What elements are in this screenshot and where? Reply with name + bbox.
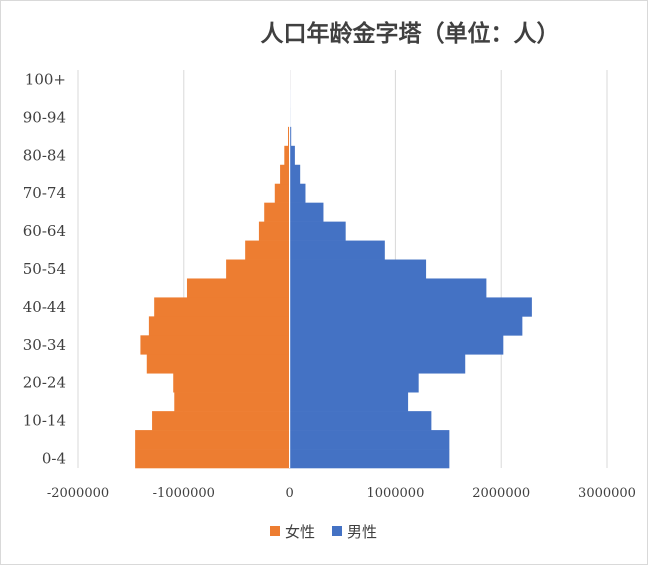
x-tick-label: -1000000 <box>153 486 215 501</box>
female-bar-30-34 <box>140 335 290 355</box>
x-tick-label: 1000000 <box>366 486 424 501</box>
male-bar-20-24 <box>289 373 419 393</box>
male-bar-70-74 <box>289 183 306 203</box>
female-bar-5-9 <box>135 430 290 450</box>
x-tick-label: 2000000 <box>472 486 530 501</box>
female-bar-65-69 <box>264 202 290 222</box>
x-axis-labels: -2000000 -1000000 0 1000000 2000000 3000000 <box>47 486 636 501</box>
female-bar-20-24 <box>173 373 290 393</box>
x-tick-label: -2000000 <box>47 486 109 501</box>
female-bar-25-29 <box>146 354 290 374</box>
y-tick-label: 70-74 <box>23 184 66 202</box>
y-tick-label: 40-44 <box>23 298 66 316</box>
male-bar-65-69 <box>289 202 324 222</box>
legend-label-female: 女性 <box>285 523 315 541</box>
female-bar-85-89 <box>288 126 290 147</box>
female-bar-60-64 <box>258 221 290 241</box>
chart-title: 人口年龄金字塔（单位：人） <box>261 20 560 47</box>
y-tick-label: 10-14 <box>23 412 66 430</box>
y-tick-label: 20-24 <box>23 374 66 392</box>
female-bar-10-14 <box>152 411 290 431</box>
bars <box>135 70 532 469</box>
y-tick-label: 80-84 <box>23 146 66 164</box>
female-bar-40-44 <box>154 297 290 317</box>
female-bar-15-19 <box>174 392 290 412</box>
male-bar-25-29 <box>289 354 466 374</box>
male-bar-85-89 <box>289 126 292 147</box>
female-bar-70-74 <box>274 183 290 203</box>
female-bar-35-39 <box>148 316 290 336</box>
female-bar-50-54 <box>226 259 290 279</box>
female-bar-75-79 <box>280 164 290 185</box>
male-bar-40-44 <box>289 297 532 317</box>
x-tick-label: 3000000 <box>578 486 636 501</box>
male-bar-55-59 <box>289 240 385 260</box>
y-axis-labels: 0-4 10-14 20-24 30-34 40-44 50-54 60-64 70-74 80… <box>23 70 66 467</box>
male-bar-10-14 <box>289 411 432 431</box>
y-tick-label: 100+ <box>25 70 66 88</box>
y-tick-label: 50-54 <box>23 260 66 278</box>
legend: 女性 男性 <box>270 523 377 541</box>
male-bar-35-39 <box>289 316 523 336</box>
y-tick-label: 90-94 <box>23 108 66 126</box>
male-bar-60-64 <box>289 221 346 241</box>
male-bar-80-84 <box>289 145 295 166</box>
female-bar-80-84 <box>284 145 290 166</box>
y-tick-label: 60-64 <box>23 222 66 240</box>
y-tick-label: 30-34 <box>23 336 66 354</box>
male-bar-50-54 <box>289 259 427 279</box>
y-tick-label: 0-4 <box>42 450 66 468</box>
male-bar-30-34 <box>289 335 504 355</box>
female-bar-45-49 <box>186 278 290 298</box>
male-bar-5-9 <box>289 430 450 450</box>
male-bar-75-79 <box>289 164 301 185</box>
male-bar-45-49 <box>289 278 487 298</box>
x-tick-label: 0 <box>285 486 293 501</box>
female-bar-0-4 <box>135 449 290 469</box>
male-bar-0-4 <box>289 449 450 469</box>
legend-label-male: 男性 <box>347 523 377 541</box>
female-bar-55-59 <box>245 240 290 260</box>
legend-swatch-male <box>332 526 342 536</box>
legend-swatch-female <box>270 526 280 536</box>
male-bar-15-19 <box>289 392 409 412</box>
